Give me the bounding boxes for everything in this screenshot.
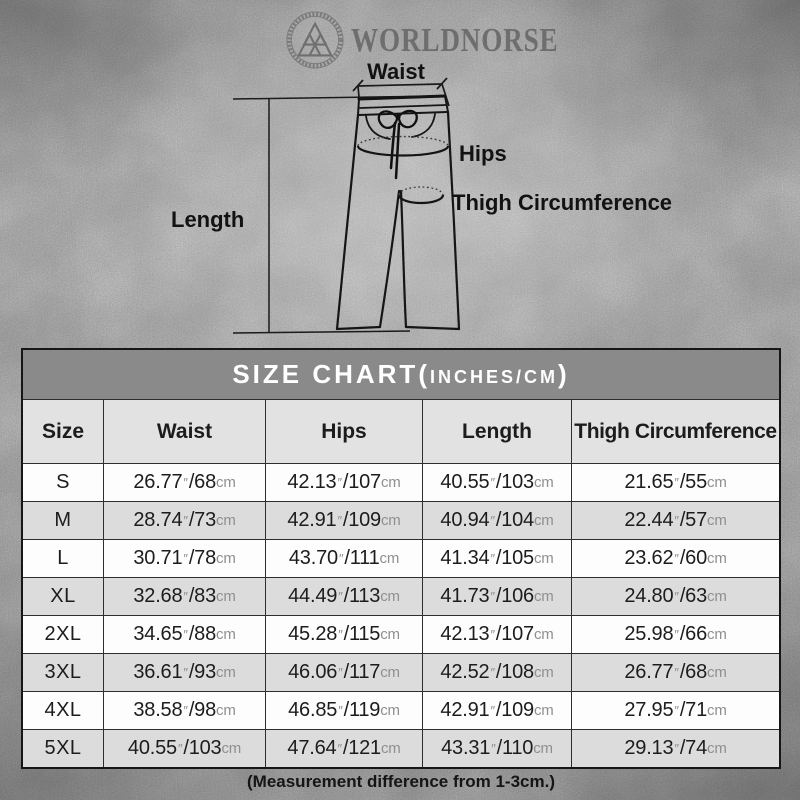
- table-row: M 28.74 ″/73 cm 42.91 ″/109 cm 40.94 ″/104 cm 22.4…: [23, 501, 779, 539]
- measurement-cell: 22.44 ″/57 cm: [571, 502, 779, 539]
- waist-label: Waist: [367, 59, 425, 84]
- measurement-cell: 40.55 ″/103 cm: [103, 730, 265, 767]
- measurement-cell: 40.94 ″/104 cm: [422, 502, 571, 539]
- measurement-cell: 41.73 ″/106 cm: [422, 578, 571, 615]
- hips-label: Hips: [459, 141, 507, 166]
- measurement-cell: 47.64 ″/121 cm: [265, 730, 422, 767]
- measurement-cell: 42.91 ″/109 cm: [422, 692, 571, 729]
- table-row: XL 32.68 ″/83 cm 44.49 ″/113 cm 41.73 ″/106 cm 24.…: [23, 577, 779, 615]
- measurement-cell: 46.06 ″/117 cm: [265, 654, 422, 691]
- size-cell: M: [54, 509, 72, 531]
- measurement-cell: 40.55 ″/103 cm: [422, 464, 571, 501]
- size-cell: L: [57, 547, 69, 569]
- title-main: SIZE CHART(: [232, 359, 430, 389]
- column-header: Hips: [265, 400, 422, 463]
- thigh-circumference-label: Thigh Circumference: [452, 190, 673, 215]
- measurement-cell: 23.62 ″/60 cm: [571, 540, 779, 577]
- column-header: Length: [422, 400, 571, 463]
- table-row: 4XL 38.58 ″/98 cm 46.85 ″/119 cm 42.91 ″/109 cm 27…: [23, 691, 779, 729]
- measurement-note: (Measurement difference from 1-3cm.): [247, 772, 555, 791]
- length-label: Length: [171, 207, 245, 232]
- table-row: 3XL 36.61 ″/93 cm 46.06 ″/117 cm 42.52 ″/108 cm 26…: [23, 653, 779, 691]
- valknut-logo-icon: [286, 11, 344, 69]
- table-header-row: Size Waist Hips Length Thigh Circumference: [23, 399, 779, 463]
- measurement-cell: 26.77 ″/68 cm: [571, 654, 779, 691]
- column-header: Waist: [103, 400, 265, 463]
- table-row: 5XL 40.55 ″/103 cm 47.64 ″/121 cm 43.31 ″/110 cm 2…: [23, 729, 779, 767]
- measurement-cell: 42.13 ″/107 cm: [265, 464, 422, 501]
- size-cell: XL: [50, 585, 76, 607]
- table-row: 2XL 34.65 ″/88 cm 45.28 ″/115 cm 42.13 ″/107 cm 25…: [23, 615, 779, 653]
- size-cell: 2XL: [44, 623, 82, 645]
- size-cell: 4XL: [44, 699, 82, 721]
- column-header: Size: [41, 419, 85, 443]
- size-cell: 3XL: [44, 661, 82, 683]
- measurement-cell: 28.74 ″/73 cm: [103, 502, 265, 539]
- size-cell: S: [56, 471, 70, 493]
- measurement-cell: 36.61 ″/93 cm: [103, 654, 265, 691]
- table-row: L 30.71 ″/78 cm 43.70 ″/111 cm 41.34 ″/105 cm 23.6…: [23, 539, 779, 577]
- column-header: Thigh Circumference: [571, 400, 779, 463]
- table-body: S 26.77 ″/68 cm 42.13 ″/107 cm 40.55 ″/103 cm 21.6…: [23, 463, 779, 767]
- measurement-cell: 43.31 ″/110 cm: [422, 730, 571, 767]
- size-cell: 5XL: [44, 737, 82, 759]
- measurement-cell: 24.80 ″/63 cm: [571, 578, 779, 615]
- measurement-cell: 29.13 ″/74 cm: [571, 730, 779, 767]
- table-row: S 26.77 ″/68 cm 42.13 ″/107 cm 40.55 ″/103 cm 21.6…: [23, 463, 779, 501]
- title-close: ): [558, 359, 570, 389]
- size-chart-table: SIZE CHART(INCHES/CM) Size Waist Hips Lengt…: [21, 348, 781, 769]
- measurement-cell: 25.98 ″/66 cm: [571, 616, 779, 653]
- measurement-cell: 42.13 ″/107 cm: [422, 616, 571, 653]
- measurement-cell: 43.70 ″/111 cm: [265, 540, 422, 577]
- measurement-cell: 46.85 ″/119 cm: [265, 692, 422, 729]
- measurement-cell: 41.34 ″/105 cm: [422, 540, 571, 577]
- measurement-cell: 42.91 ″/109 cm: [265, 502, 422, 539]
- size-chart-title: SIZE CHART(INCHES/CM): [23, 350, 779, 399]
- measurement-cell: 44.49 ″/113 cm: [265, 578, 422, 615]
- measurement-cell: 42.52 ″/108 cm: [422, 654, 571, 691]
- measurement-cell: 27.95 ″/71 cm: [571, 692, 779, 729]
- measurement-cell: 32.68 ″/83 cm: [103, 578, 265, 615]
- measurement-cell: 26.77 ″/68 cm: [103, 464, 265, 501]
- measurement-cell: 38.58 ″/98 cm: [103, 692, 265, 729]
- measurement-cell: 30.71 ″/78 cm: [103, 540, 265, 577]
- brand-name: WORLDNORSE: [351, 22, 559, 59]
- measurement-cell: 45.28 ″/115 cm: [265, 616, 422, 653]
- title-units: INCHES/CM: [429, 367, 558, 387]
- measurement-cell: 34.65 ″/88 cm: [103, 616, 265, 653]
- measurement-cell: 21.65 ″/55 cm: [571, 464, 779, 501]
